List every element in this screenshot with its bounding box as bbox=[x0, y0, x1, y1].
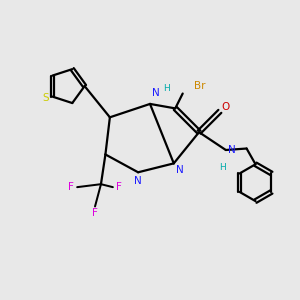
Text: O: O bbox=[222, 102, 230, 112]
Text: S: S bbox=[43, 93, 49, 103]
Text: N: N bbox=[229, 145, 236, 155]
Text: H: H bbox=[219, 163, 226, 172]
Text: H: H bbox=[163, 84, 170, 93]
Text: F: F bbox=[68, 182, 74, 192]
Text: Br: Br bbox=[194, 81, 206, 91]
Text: F: F bbox=[116, 182, 122, 192]
Text: F: F bbox=[92, 208, 98, 218]
Text: N: N bbox=[176, 165, 184, 175]
Text: N: N bbox=[152, 88, 160, 98]
Text: N: N bbox=[134, 176, 142, 186]
